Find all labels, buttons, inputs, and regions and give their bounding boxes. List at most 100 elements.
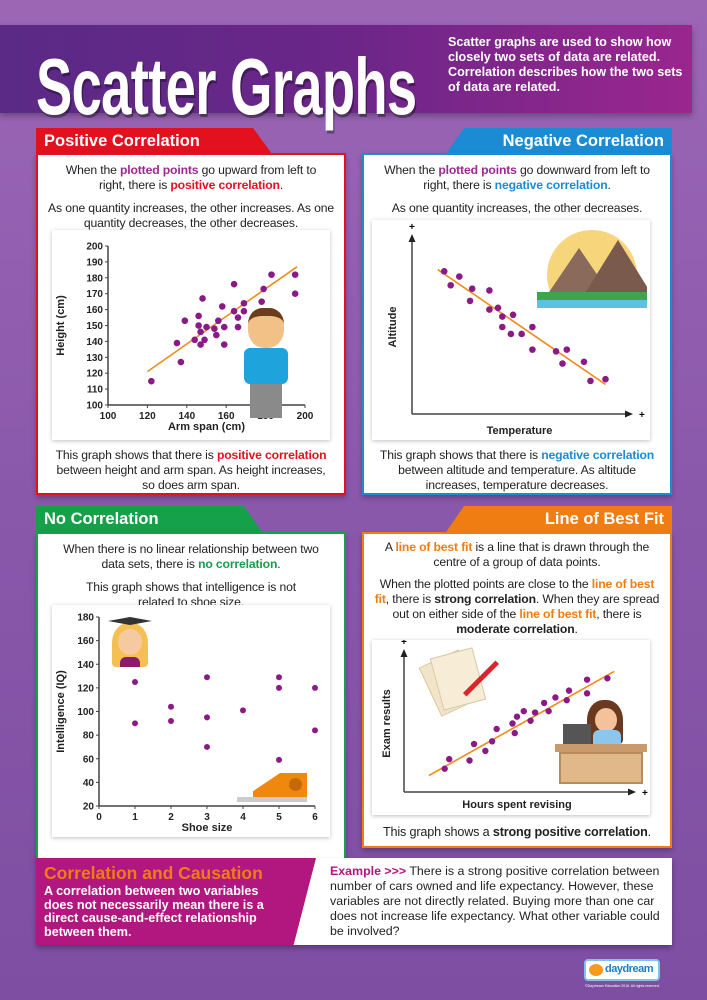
negative-explanation: As one quantity increases, the other dec… [391,201,643,215]
x-axis-label: Arm span (cm) [168,421,245,433]
x-axis-label: Temperature [487,425,553,437]
no-correlation-chart-card: 0 1 2 3 4 5 6 20 40 60 80 100 120 140 160 180 Shoe size I… [52,605,330,837]
logo-icon [589,964,603,976]
data-point [494,304,502,312]
data-point [195,322,202,329]
data-point [291,271,299,278]
data-point [199,295,206,302]
data-point [204,743,210,750]
data-point [181,317,189,325]
causation-example: Example >>> There is a strong positive c… [330,864,660,938]
data-point [260,285,267,293]
data-point [197,341,204,348]
data-point [583,690,591,697]
data-point [234,314,242,321]
data-point [312,727,318,734]
mountains-illustration [537,230,647,308]
positive-definition: When the plotted points go upward from l… [65,163,317,192]
x-tick-label: 1 [132,812,138,823]
data-point [258,298,265,305]
data-point [132,678,138,685]
y-tick-label: 40 [83,778,95,789]
y-axis-plus: + [401,640,407,648]
y-tick-label: 130 [86,353,103,364]
data-point [456,273,463,280]
y-axis-label: Exam results [381,689,393,757]
positive-correlation-heading: Positive Correlation [36,128,272,154]
data-point [204,674,210,681]
y-tick-label: 180 [86,273,103,284]
data-point [132,720,138,727]
causation-body: A correlation between two variables does… [44,884,264,940]
data-point [545,707,552,715]
best-fit-definition: A line of best fit is a line that is dra… [384,540,650,569]
data-point [201,336,208,344]
y-tick-label: 80 [83,731,95,742]
data-point [520,707,527,715]
y-tick-label: 170 [86,289,103,300]
data-point [604,675,611,682]
trend-line [437,268,606,386]
data-point [268,271,275,278]
data-point [509,720,516,727]
data-point [583,676,591,683]
data-point [486,287,493,294]
daydream-education-logo: daydream [584,959,660,981]
trend-line [428,670,615,777]
data-point [203,323,210,331]
y-axis-arrow-icon [408,234,416,242]
data-point [173,339,181,347]
negative-summary: This graph shows that there is negative … [379,448,655,492]
data-point [499,323,506,331]
data-point [204,714,210,721]
no-correlation-scatter-chart: 0 1 2 3 4 5 6 20 40 60 80 100 120 140 160 180 Shoe size I… [55,613,318,835]
y-tick-label: 120 [86,369,103,380]
data-point [276,684,282,691]
x-tick-label: 0 [96,812,102,823]
negative-correlation-heading: Negative Correlation [446,128,672,154]
data-point [211,325,218,332]
data-point [529,346,536,353]
y-axis-label: Intelligence (IQ) [55,670,67,753]
no-correlation-heading: No Correlation [36,506,262,532]
data-point [531,709,539,716]
causation-left: Correlation and Causation A correlation … [36,858,316,945]
data-point [468,285,476,293]
data-point [488,738,496,745]
y-tick-label: 120 [77,683,94,694]
data-point [587,377,594,385]
data-point [499,313,506,320]
y-tick-label: 160 [77,636,94,647]
data-point [563,697,570,704]
positive-summary: This graph shows that there is positive … [55,448,327,492]
data-point [230,280,238,288]
title-banner: Scatter Graphs Scatter graphs are used t… [0,25,692,127]
data-point [513,713,521,720]
exam-papers-illustration [418,646,502,717]
data-point [312,684,318,691]
y-tick-label: 190 [86,257,103,268]
x-tick-label: 120 [139,411,156,422]
y-tick-label: 200 [86,242,103,253]
data-point [240,299,248,307]
data-point [602,375,609,383]
graduate-girl-illustration [108,615,152,667]
data-point [168,703,174,710]
positive-chart-card: 100 120 140 160 180 200 100 110 120 130 140 150 160 1… [52,230,330,440]
x-tick-label: 3 [204,812,210,823]
data-point [540,699,548,707]
data-point [559,360,566,367]
data-point [529,323,536,331]
negative-chart-card: + + Temperature Altitude [372,220,650,440]
causation-panel: Correlation and Causation A correlation … [36,858,672,945]
data-point [440,268,448,275]
y-axis-label: Altitude [387,307,399,348]
best-fit-scatter-chart: + + Hours spent revising Exam results [381,637,648,811]
data-point [552,348,560,355]
negative-definition: When the plotted points go downward from… [384,163,650,192]
x-tick-label: 6 [312,812,318,823]
y-axis-plus: + [409,222,415,233]
data-point [291,290,299,297]
causation-heading: Correlation and Causation [44,863,263,883]
data-point [441,765,448,772]
